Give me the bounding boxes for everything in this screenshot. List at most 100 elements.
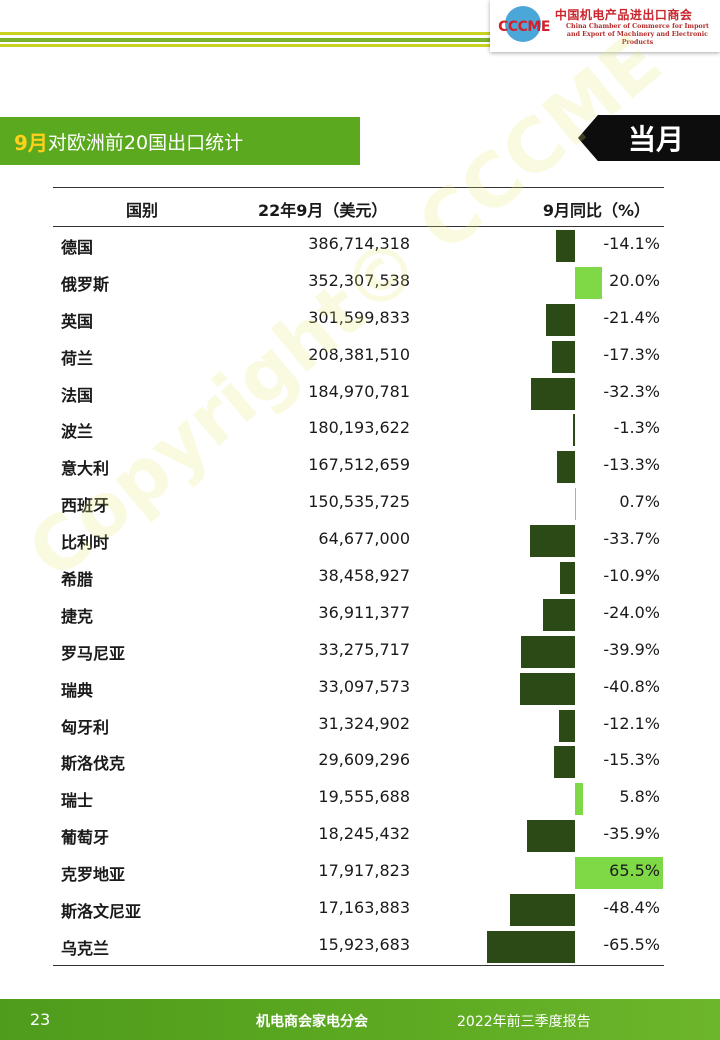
- export-value-cell: 64,677,000: [318, 529, 410, 549]
- yoy-cell: -33.7%: [603, 529, 660, 549]
- yoy-cell: -65.5%: [603, 934, 660, 954]
- yoy-cell: -32.3%: [603, 381, 660, 401]
- header-value: 22年9月（美元）: [258, 201, 388, 220]
- yoy-bar: [526, 820, 575, 853]
- export-value-cell: 33,275,717: [318, 639, 410, 659]
- yoy-bar: [519, 672, 575, 705]
- table-row: 罗马尼亚 33,275,717 -39.9%: [53, 633, 664, 670]
- logo-english-line2: and Export of Machinery and Electronic P…: [566, 30, 708, 46]
- table-row: 俄罗斯 352,307,538 20.0%: [53, 264, 664, 301]
- export-value-cell: 29,609,296: [318, 750, 410, 770]
- section-title-bar: 9月 对欧洲前20国出口统计: [0, 117, 360, 165]
- export-value-cell: 301,599,833: [308, 307, 410, 327]
- country-cell: 英国: [61, 311, 94, 331]
- export-value-cell: 180,193,622: [308, 418, 410, 438]
- cccme-logo: CCCME 中国机电产品进出口商会 China Chamber of Comme…: [490, 0, 720, 52]
- period-badge: 当月: [578, 115, 720, 161]
- yoy-bar: [509, 894, 575, 927]
- yoy-cell: -48.4%: [603, 898, 660, 918]
- header-stripe-middle: [0, 38, 490, 42]
- country-cell: 法国: [61, 385, 94, 405]
- export-value-cell: 386,714,318: [308, 234, 410, 253]
- country-cell: 瑞士: [61, 791, 94, 811]
- yoy-bar: [546, 303, 575, 336]
- header-country: 国别: [126, 201, 159, 220]
- yoy-cell: -12.1%: [603, 713, 660, 733]
- export-value-cell: 17,163,883: [318, 898, 410, 918]
- table-body: 德国 386,714,318 -14.1% 俄罗斯 352,307,538 20.0% 英国…: [53, 227, 664, 965]
- yoy-bar: [542, 598, 575, 631]
- header-stripe-bottom: [0, 44, 720, 47]
- export-table: 国别 22年9月（美元） 9月同比（%） 德国 386,714,318 -14.1%…: [53, 187, 664, 966]
- header-stripe-top: [0, 32, 490, 35]
- table-header: 国别 22年9月（美元） 9月同比（%）: [53, 187, 664, 227]
- logo-chinese-name: 中国机电产品进出口商会: [554, 7, 693, 22]
- page-number: 23: [30, 1010, 51, 1029]
- table-row: 比利时 64,677,000 -33.7%: [53, 522, 664, 559]
- export-value-cell: 167,512,659: [308, 455, 410, 475]
- country-cell: 俄罗斯: [61, 274, 110, 294]
- yoy-cell: -15.3%: [603, 750, 660, 770]
- table-row: 英国 301,599,833 -21.4%: [53, 301, 664, 338]
- country-cell: 罗马尼亚: [61, 643, 126, 663]
- table-row: 捷克 36,911,377 -24.0%: [53, 596, 664, 633]
- table-row: 匈牙利 31,324,902 -12.1%: [53, 707, 664, 744]
- table-row: 乌克兰 15,923,683 -65.5%: [53, 928, 664, 965]
- table-row: 希腊 38,458,927 -10.9%: [53, 559, 664, 596]
- yoy-cell: -17.3%: [603, 344, 660, 364]
- yoy-bar: [529, 525, 575, 558]
- yoy-bar: [521, 635, 575, 668]
- title-month: 9月: [14, 130, 48, 155]
- country-cell: 希腊: [61, 570, 94, 590]
- country-cell: 瑞典: [61, 680, 94, 700]
- yoy-bar: [575, 783, 583, 816]
- footer-report-title: 2022年前三季度报告: [457, 1014, 591, 1030]
- yoy-cell: 20.0%: [609, 270, 660, 290]
- country-cell: 乌克兰: [61, 938, 110, 958]
- country-cell: 克罗地亚: [61, 865, 126, 885]
- export-value-cell: 36,911,377: [318, 602, 410, 622]
- table-row: 克罗地亚 17,917,823 65.5%: [53, 854, 664, 891]
- country-cell: 意大利: [61, 459, 110, 479]
- yoy-cell: -1.3%: [613, 418, 660, 438]
- yoy-cell: 5.8%: [619, 787, 660, 807]
- country-cell: 匈牙利: [61, 717, 110, 737]
- yoy-bar: [486, 930, 575, 963]
- export-value-cell: 38,458,927: [318, 566, 410, 586]
- table-row: 瑞士 19,555,688 5.8%: [53, 780, 664, 817]
- yoy-cell: -14.1%: [603, 234, 660, 253]
- country-cell: 斯洛伐克: [61, 754, 126, 774]
- yoy-bar: [551, 340, 575, 373]
- table-row: 斯洛文尼亚 17,163,883 -48.4%: [53, 891, 664, 928]
- yoy-cell: -21.4%: [603, 307, 660, 327]
- yoy-cell: -10.9%: [603, 566, 660, 586]
- header-yoy: 9月同比（%）: [542, 201, 650, 220]
- yoy-cell: -24.0%: [603, 602, 660, 622]
- export-value-cell: 15,923,683: [318, 934, 410, 954]
- table-row: 瑞典 33,097,573 -40.8%: [53, 670, 664, 707]
- export-value-cell: 208,381,510: [308, 344, 410, 364]
- export-value-cell: 184,970,781: [308, 381, 410, 401]
- yoy-cell: -13.3%: [603, 455, 660, 475]
- yoy-bar: [575, 266, 602, 299]
- country-cell: 葡萄牙: [61, 828, 110, 848]
- export-value-cell: 33,097,573: [318, 676, 410, 696]
- table-row: 波兰 180,193,622 -1.3%: [53, 411, 664, 448]
- footer-bar: 23 机电商会家电分会 2022年前三季度报告: [0, 999, 720, 1040]
- export-value-cell: 18,245,432: [318, 824, 410, 844]
- yoy-cell: 65.5%: [609, 861, 660, 881]
- table-row: 斯洛伐克 29,609,296 -15.3%: [53, 743, 664, 780]
- country-cell: 德国: [61, 238, 94, 257]
- yoy-cell: -39.9%: [603, 639, 660, 659]
- yoy-bar: [531, 377, 575, 410]
- table-row: 意大利 167,512,659 -13.3%: [53, 448, 664, 485]
- globe-icon: [505, 6, 541, 42]
- export-value-cell: 31,324,902: [318, 713, 410, 733]
- export-value-cell: 150,535,725: [308, 492, 410, 512]
- yoy-bar: [558, 709, 575, 742]
- yoy-bar: [555, 230, 575, 262]
- yoy-cell: -35.9%: [603, 824, 660, 844]
- footer-org: 机电商会家电分会: [256, 1014, 368, 1030]
- yoy-bar: [554, 746, 575, 779]
- title-text: 对欧洲前20国出口统计: [47, 131, 244, 154]
